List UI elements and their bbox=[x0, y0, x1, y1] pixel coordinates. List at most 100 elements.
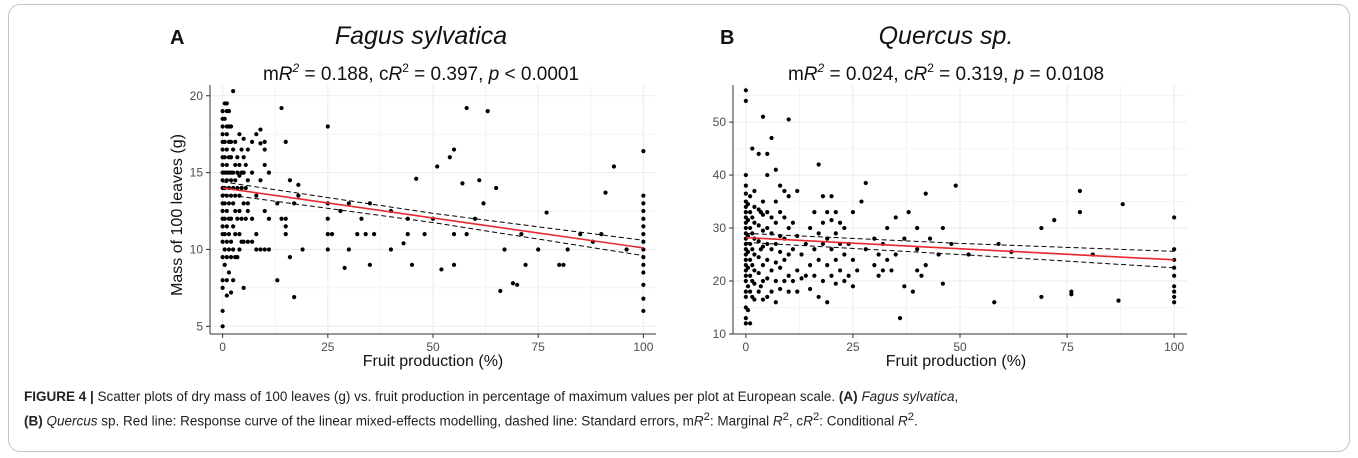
panel-b-data-point bbox=[837, 220, 843, 225]
panel-a-data-point bbox=[237, 162, 242, 168]
panel-a-data-point bbox=[254, 231, 259, 237]
panel-a-data-point bbox=[220, 109, 225, 114]
panel-a-data-point bbox=[641, 208, 646, 214]
panel-a-data-point bbox=[224, 101, 229, 106]
panel-b-data-point bbox=[919, 273, 924, 278]
panel-a-data-point bbox=[641, 282, 646, 287]
panel-a-data-point bbox=[237, 231, 242, 237]
panel-b-data-point bbox=[1077, 188, 1083, 194]
panel-a-data-point bbox=[279, 105, 284, 111]
panel-a-data-point bbox=[220, 255, 225, 260]
panel-b-data-point bbox=[760, 297, 766, 302]
panel-b-data-point bbox=[880, 268, 886, 273]
panel-a-se-upper-line bbox=[222, 181, 644, 241]
panel-b-data-point bbox=[940, 281, 945, 286]
panel-a-data-point bbox=[283, 224, 288, 229]
panel-b-data-point bbox=[769, 247, 774, 252]
panel-a-data-point bbox=[241, 239, 246, 244]
panel-b-x-tick-label: 100 bbox=[1164, 340, 1184, 354]
panel-a-data-point bbox=[245, 147, 250, 152]
panel-a-se-lower-line bbox=[222, 193, 644, 257]
panel-b-data-point bbox=[872, 236, 877, 241]
panel-b-data-point bbox=[816, 257, 821, 262]
panel-b-data-point bbox=[1172, 265, 1177, 270]
panel-a-data-point bbox=[231, 247, 236, 252]
panel-b-data-point bbox=[923, 191, 928, 196]
panel-b-data-point bbox=[902, 236, 907, 241]
panel-a-data-point bbox=[241, 170, 246, 175]
panel-a-data-point bbox=[224, 147, 229, 152]
panel-b-stats: mR2 = 0.024, cR2 = 0.319, p = 0.0108 bbox=[788, 61, 1104, 85]
panel-b-data-point bbox=[786, 252, 791, 257]
panel-a-data-point bbox=[258, 178, 263, 183]
panel-b-data-point bbox=[782, 278, 787, 284]
panel-b-data-point bbox=[743, 210, 748, 215]
panel-a-data-point bbox=[228, 178, 234, 183]
figure-caption: FIGURE 4 | Scatter plots of dry mass of … bbox=[24, 389, 959, 429]
panel-a-data-point bbox=[224, 224, 229, 229]
panel-b-data-point bbox=[1077, 210, 1083, 215]
panel-b-data-point bbox=[748, 210, 753, 215]
panel-b-data-point bbox=[833, 257, 838, 262]
panel-a-data-point bbox=[231, 147, 236, 152]
panel-a-plot-area: 0 25 50 75 100 5 10 15 20 bbox=[190, 85, 656, 354]
panel-b-data-point bbox=[778, 183, 783, 188]
panel-a-x-tick-label: 0 bbox=[219, 340, 226, 354]
panel-a-data-point bbox=[494, 185, 499, 191]
panel-b-data-point bbox=[829, 217, 834, 223]
panel-a-data-point bbox=[485, 109, 490, 114]
panel-b-data-point bbox=[872, 263, 877, 268]
panel-b-data-point bbox=[992, 300, 997, 305]
panel-b-data-point bbox=[953, 183, 958, 188]
panel-b-data-point bbox=[769, 215, 774, 220]
panel-a-data-point bbox=[641, 239, 646, 244]
panel-a-data-point bbox=[409, 262, 415, 267]
panel-a-data-point bbox=[228, 255, 234, 260]
panel-b-data-point bbox=[897, 316, 903, 321]
panel-b-data-point bbox=[773, 241, 778, 247]
panel-b-data-point bbox=[795, 188, 800, 194]
panel-b-y-tick-label: 10 bbox=[713, 327, 727, 341]
panel-a-data-point bbox=[254, 247, 259, 252]
panel-a-data-point bbox=[641, 148, 646, 154]
panel-a-data-point bbox=[231, 278, 236, 283]
figure-charts: A Fagus sylvatica mR2 = 0.188, cR2 = 0.3… bbox=[169, 22, 1187, 370]
panel-a-data-point bbox=[231, 89, 236, 94]
panel-b-data-point bbox=[765, 257, 770, 262]
panel-b-data-point bbox=[743, 321, 748, 326]
panel-a-data-point bbox=[565, 247, 570, 252]
panel-a-data-point bbox=[228, 124, 234, 129]
panel-b-data-point bbox=[748, 289, 753, 294]
panel-a-data-point bbox=[226, 201, 232, 206]
panel-a-y-tick-label: 5 bbox=[196, 319, 203, 333]
panel-a-data-point bbox=[222, 216, 227, 221]
panel-a-stats: mR2 = 0.188, cR2 = 0.397, p < 0.0001 bbox=[263, 61, 579, 85]
panel-a-data-point bbox=[224, 293, 229, 298]
panel-b-data-point bbox=[803, 241, 808, 247]
panel-a-data-point bbox=[222, 155, 227, 160]
panel-b-data-point bbox=[786, 225, 791, 231]
panel-b-data-point bbox=[745, 202, 751, 207]
panel-b-data-point bbox=[743, 278, 748, 284]
panel-b-title: Quercus sp. bbox=[879, 22, 1014, 50]
panel-b-data-point bbox=[850, 284, 856, 289]
panel-b-data-point bbox=[1052, 217, 1057, 223]
panel-b-data-point bbox=[743, 289, 748, 294]
panel-a-data-point bbox=[599, 231, 604, 237]
panel-a-data-point bbox=[220, 208, 225, 214]
panel-a-data-point bbox=[283, 231, 288, 237]
panel-b-data-point bbox=[889, 268, 894, 273]
panel-b-data-point bbox=[748, 194, 753, 199]
panel-a-data-point bbox=[275, 278, 280, 283]
panel-b-data-point bbox=[885, 225, 890, 231]
panel-b-data-point bbox=[807, 286, 813, 292]
panel-a-data-point bbox=[325, 247, 330, 252]
panel-a-data-point bbox=[224, 132, 229, 137]
panel-a-data-point bbox=[451, 231, 457, 237]
panel-b-data-point bbox=[752, 297, 757, 302]
panel-b-data-point bbox=[833, 210, 838, 215]
panel-b-data-point bbox=[750, 247, 755, 252]
panel-a-data-point bbox=[258, 127, 263, 132]
panel-a-data-point bbox=[557, 262, 562, 267]
panel-a-data-point bbox=[235, 216, 240, 221]
